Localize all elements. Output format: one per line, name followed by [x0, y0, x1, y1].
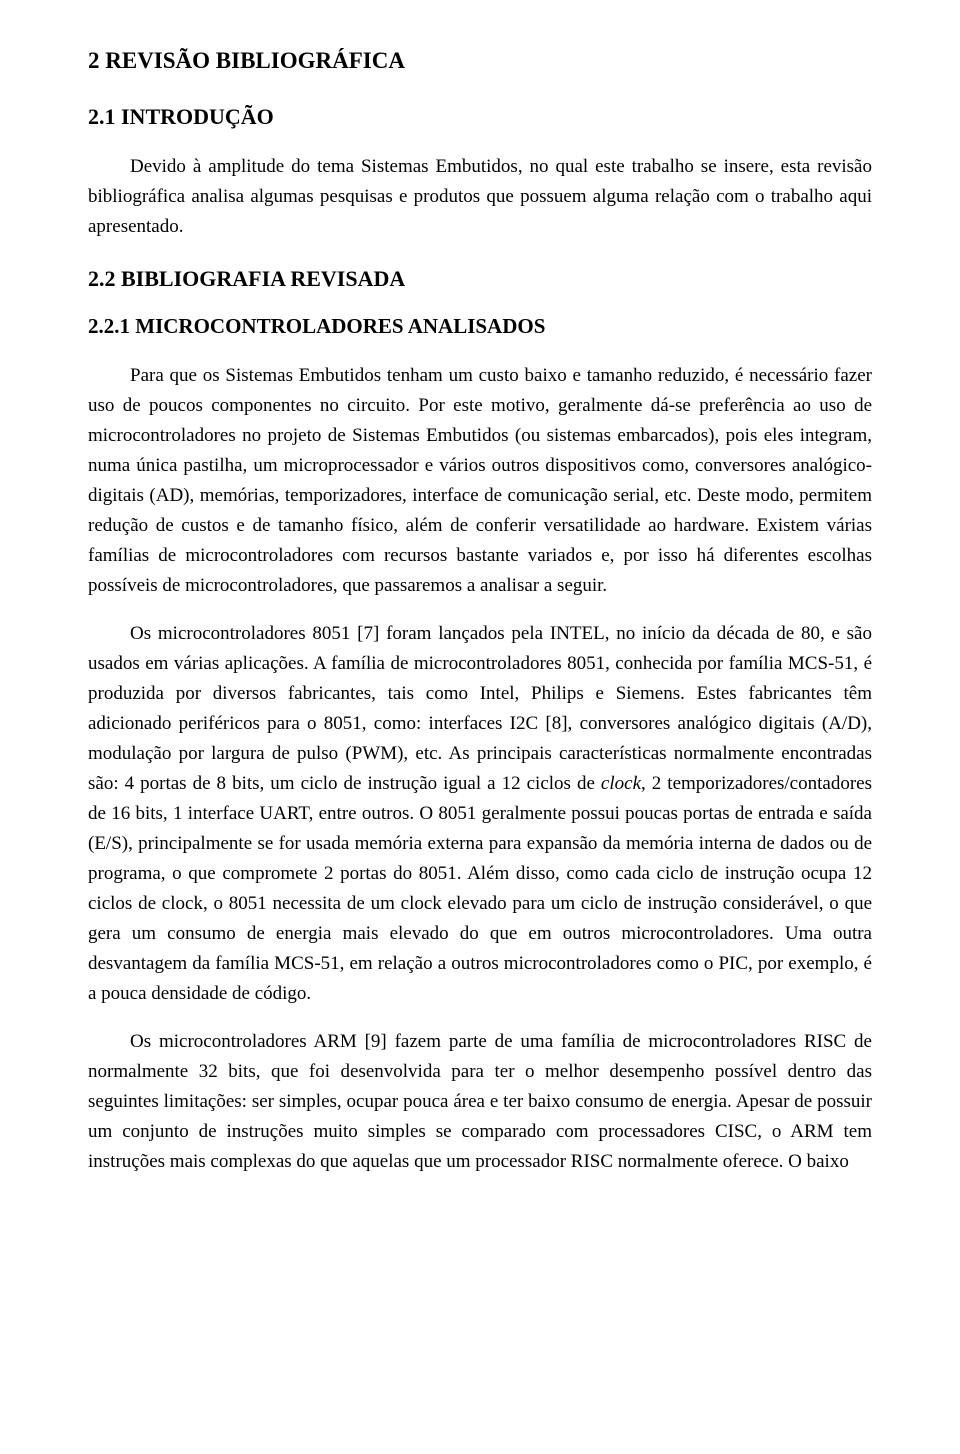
h1-text: 2 REVISÃO BIBLIOGRÁFICA	[88, 48, 405, 73]
page: 2 REVISÃO BIBLIOGRÁFICA 2.1 INTRODUÇÃO D…	[0, 0, 960, 1243]
paragraph-3: Os microcontroladores 8051 [7] foram lan…	[88, 619, 872, 1009]
heading-2: 2.1 INTRODUÇÃO	[88, 104, 872, 130]
heading-1: 2 REVISÃO BIBLIOGRÁFICA	[88, 48, 872, 74]
p1-text: Devido à amplitude do tema Sistemas Embu…	[88, 156, 872, 237]
p4-text: Os microcontroladores ARM [9] fazem part…	[88, 1031, 872, 1172]
paragraph-4: Os microcontroladores ARM [9] fazem part…	[88, 1027, 872, 1177]
paragraph-intro: Devido à amplitude do tema Sistemas Embu…	[88, 152, 872, 242]
p3-italic: clock	[601, 773, 641, 794]
heading-4: 2.2.1 MICROCONTROLADORES ANALISADOS	[88, 314, 872, 339]
p3b-text: , 2 temporizadores/contadores de 16 bits…	[88, 773, 872, 1004]
heading-3: 2.2 BIBLIOGRAFIA REVISADA	[88, 266, 872, 292]
p2-text: Para que os Sistemas Embutidos tenham um…	[88, 365, 872, 596]
paragraph-2: Para que os Sistemas Embutidos tenham um…	[88, 361, 872, 601]
h4-text: 2.2.1 MICROCONTROLADORES ANALISADOS	[88, 314, 545, 338]
h2-text: 2.1 INTRODUÇÃO	[88, 104, 274, 129]
h3-text: 2.2 BIBLIOGRAFIA REVISADA	[88, 266, 405, 291]
p3a-text: Os microcontroladores 8051 [7] foram lan…	[88, 623, 872, 794]
